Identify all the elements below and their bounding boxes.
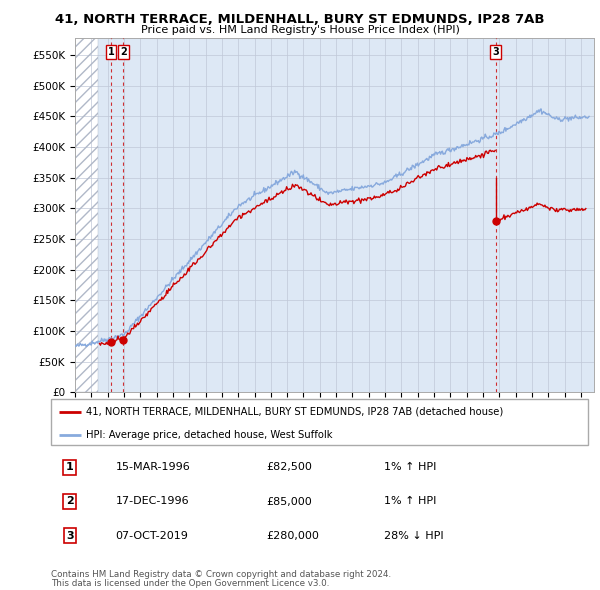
Text: 1% ↑ HPI: 1% ↑ HPI	[384, 463, 436, 472]
Text: 1: 1	[66, 463, 74, 472]
Text: 17-DEC-1996: 17-DEC-1996	[115, 497, 189, 506]
Text: This data is licensed under the Open Government Licence v3.0.: This data is licensed under the Open Gov…	[51, 579, 329, 588]
Text: £280,000: £280,000	[266, 531, 319, 540]
Text: HPI: Average price, detached house, West Suffolk: HPI: Average price, detached house, West…	[86, 430, 332, 440]
Text: 15-MAR-1996: 15-MAR-1996	[115, 463, 190, 472]
Text: 3: 3	[66, 531, 74, 540]
Text: 1% ↑ HPI: 1% ↑ HPI	[384, 497, 436, 506]
Text: 07-OCT-2019: 07-OCT-2019	[115, 531, 188, 540]
Text: Contains HM Land Registry data © Crown copyright and database right 2024.: Contains HM Land Registry data © Crown c…	[51, 571, 391, 579]
Text: 41, NORTH TERRACE, MILDENHALL, BURY ST EDMUNDS, IP28 7AB: 41, NORTH TERRACE, MILDENHALL, BURY ST E…	[55, 13, 545, 26]
Text: 2: 2	[66, 497, 74, 506]
Text: 28% ↓ HPI: 28% ↓ HPI	[384, 531, 443, 540]
FancyBboxPatch shape	[51, 399, 588, 445]
Text: £82,500: £82,500	[266, 463, 311, 472]
Text: 3: 3	[492, 47, 499, 57]
Text: 2: 2	[120, 47, 127, 57]
Text: 1: 1	[107, 47, 115, 57]
Text: Price paid vs. HM Land Registry's House Price Index (HPI): Price paid vs. HM Land Registry's House …	[140, 25, 460, 35]
Text: £85,000: £85,000	[266, 497, 311, 506]
Text: 41, NORTH TERRACE, MILDENHALL, BURY ST EDMUNDS, IP28 7AB (detached house): 41, NORTH TERRACE, MILDENHALL, BURY ST E…	[86, 407, 503, 417]
